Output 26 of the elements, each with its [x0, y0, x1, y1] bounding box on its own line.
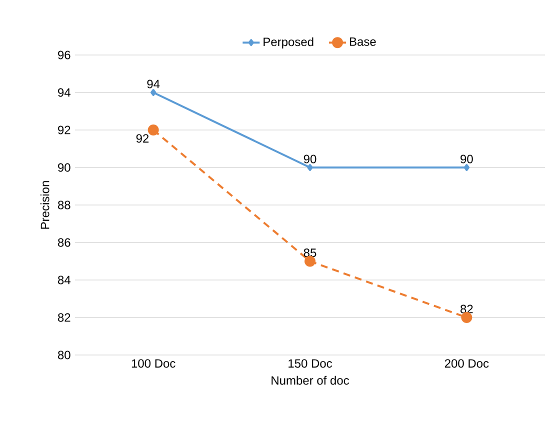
data-label: 85 — [304, 248, 316, 258]
y-tick-label: 94 — [58, 88, 70, 97]
x-tick-label: 150 Doc — [288, 359, 332, 368]
y-tick-label: 88 — [58, 200, 70, 210]
data-label: 92 — [136, 134, 149, 143]
y-tick-label: 86 — [58, 238, 70, 247]
data-label: 90 — [460, 154, 473, 164]
y-tick-label: 90 — [58, 163, 70, 172]
point — [464, 164, 470, 171]
y-axis-title: Precision — [40, 181, 50, 229]
y-tick-label: 82 — [58, 313, 70, 322]
point — [150, 89, 156, 96]
x-axis-title: Number of doc — [272, 376, 350, 385]
x-tick-label: 100 Doc — [132, 359, 176, 368]
point — [307, 164, 313, 171]
legend-label: Perposed — [264, 37, 314, 48]
data-label: 90 — [304, 154, 316, 164]
data-label: 82 — [460, 304, 473, 314]
y-tick-label: 84 — [58, 276, 70, 284]
y-tick-label: 80 — [58, 350, 70, 360]
x-tick-label: 200 Doc — [444, 359, 489, 368]
point — [148, 124, 159, 136]
legend-label: Base — [350, 38, 376, 46]
y-tick-label: 92 — [58, 126, 70, 134]
data-label: 94 — [147, 80, 160, 88]
y-tick-label: 96 — [58, 50, 70, 60]
